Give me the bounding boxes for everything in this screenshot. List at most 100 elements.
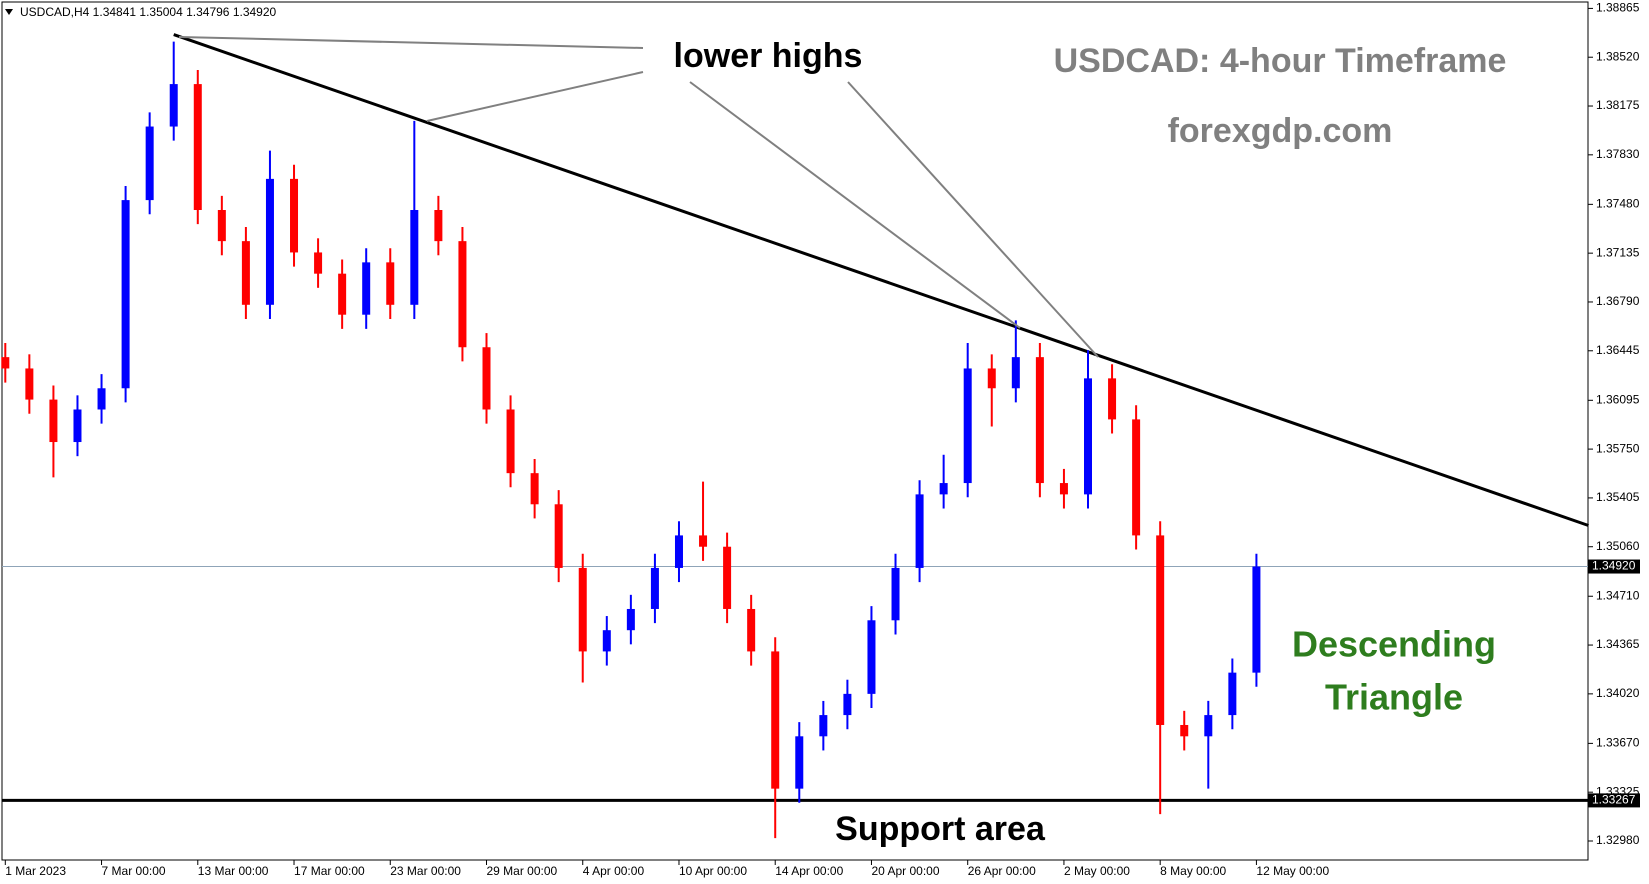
candle-body: [843, 693, 852, 716]
candle-body: [386, 262, 395, 305]
candle-body: [1132, 419, 1141, 536]
candle-body: [867, 620, 876, 694]
pointer: [426, 71, 644, 122]
y-tick-label: 1.35405: [1596, 490, 1640, 504]
candle-body: [578, 567, 587, 652]
candle-body: [699, 535, 708, 547]
candle-body: [1059, 483, 1068, 495]
candle-body: [674, 535, 683, 568]
chart-title: USDCAD: 4-hour Timeframe: [1054, 42, 1507, 80]
x-tick-label: 4 Apr 00:00: [583, 864, 645, 878]
candle-body: [819, 715, 828, 737]
annotation: Descending: [1292, 624, 1496, 665]
y-tick-label: 1.38865: [1596, 1, 1640, 15]
candle-body: [963, 368, 972, 484]
candle-body: [290, 178, 299, 253]
candle-body: [97, 388, 106, 410]
candle-body: [362, 262, 371, 315]
price-label: 1.33267: [1592, 793, 1636, 807]
y-tick-label: 1.38520: [1596, 49, 1640, 63]
candle-body: [434, 210, 443, 242]
candle-body: [506, 409, 515, 474]
price-label: 1.34920: [1592, 559, 1636, 573]
candle-body: [217, 210, 226, 242]
candle-body: [265, 178, 274, 305]
candle-body: [410, 210, 419, 305]
candle-body: [73, 409, 82, 443]
candle-body: [49, 399, 58, 443]
candle-body: [747, 608, 756, 652]
candle-body: [530, 473, 539, 505]
pointer: [689, 81, 1021, 329]
x-tick-label: 7 Mar 00:00: [102, 864, 166, 878]
y-tick-label: 1.35750: [1596, 441, 1640, 455]
annotation: Triangle: [1325, 677, 1463, 718]
x-tick-label: 12 May 00:00: [1256, 864, 1329, 878]
x-tick-label: 23 Mar 00:00: [390, 864, 461, 878]
y-tick-label: 1.37480: [1596, 197, 1640, 211]
y-tick-label: 1.37135: [1596, 245, 1640, 259]
x-tick-label: 20 Apr 00:00: [871, 864, 939, 878]
candle-body: [314, 252, 323, 274]
candle-body: [1108, 378, 1117, 420]
candle-body: [121, 200, 130, 389]
price-label-box: [1588, 559, 1640, 574]
header-arrow: [5, 9, 13, 15]
x-tick-label: 14 Apr 00:00: [775, 864, 843, 878]
candle-body: [193, 84, 202, 211]
candle-body: [795, 736, 804, 789]
candle-body: [626, 608, 635, 631]
trendline: [173, 33, 1589, 527]
y-tick-label: 1.36095: [1596, 392, 1640, 406]
x-tick-label: 8 May 00:00: [1160, 864, 1226, 878]
annotation: Support area: [835, 810, 1046, 848]
candle-body: [338, 273, 347, 315]
candle-body: [602, 630, 611, 652]
candle-body: [241, 241, 250, 305]
candle-body: [1180, 724, 1189, 737]
pointer: [847, 81, 1099, 358]
x-tick-label: 17 Mar 00:00: [294, 864, 365, 878]
candle-body: [554, 504, 563, 568]
x-tick-label: 29 Mar 00:00: [487, 864, 558, 878]
candle-body: [25, 368, 34, 400]
candle-body: [723, 546, 732, 609]
candle-body: [1084, 378, 1092, 495]
x-tick-label: 10 Apr 00:00: [679, 864, 747, 878]
candle-body: [1228, 672, 1237, 716]
y-tick-label: 1.34020: [1596, 686, 1640, 700]
candle-body: [1011, 357, 1020, 389]
candle-body: [1156, 535, 1165, 725]
candle-body: [915, 494, 924, 568]
y-tick-label: 1.32980: [1596, 833, 1640, 847]
x-tick-label: 13 Mar 00:00: [198, 864, 269, 878]
header: USDCAD,H4 1.34841 1.35004 1.34796 1.3492…: [20, 5, 277, 19]
y-tick-label: 1.34365: [1596, 637, 1640, 651]
y-tick-label: 1.35060: [1596, 539, 1640, 553]
pointer: [178, 36, 644, 49]
annotation: lower highs: [674, 37, 863, 75]
y-tick-label: 1.34710: [1596, 588, 1640, 602]
pointer-lines: [178, 36, 1099, 358]
candle-body: [145, 126, 154, 201]
y-tick-label: 1.37830: [1596, 147, 1640, 161]
candle-body: [458, 241, 467, 348]
candle-body: [771, 651, 780, 789]
candle-body: [987, 368, 996, 389]
candle-body: [650, 567, 659, 609]
candle-body: [1204, 715, 1213, 737]
x-tick-label: 2 May 00:00: [1064, 864, 1130, 878]
chart-subtitle: forexgdp.com: [1168, 112, 1393, 150]
price-label-box: [1588, 793, 1640, 808]
candle-body: [169, 84, 178, 127]
x-tick-label: 26 Apr 00:00: [968, 864, 1036, 878]
candle-body: [939, 483, 948, 495]
y-tick-label: 1.38175: [1596, 98, 1640, 112]
y-tick-label: 1.36790: [1596, 294, 1640, 308]
y-tick-label: 1.36445: [1596, 343, 1640, 357]
x-tick-label: 1 Mar 2023: [5, 864, 66, 878]
candle-body: [891, 567, 900, 621]
y-tick-label: 1.33670: [1596, 736, 1640, 750]
